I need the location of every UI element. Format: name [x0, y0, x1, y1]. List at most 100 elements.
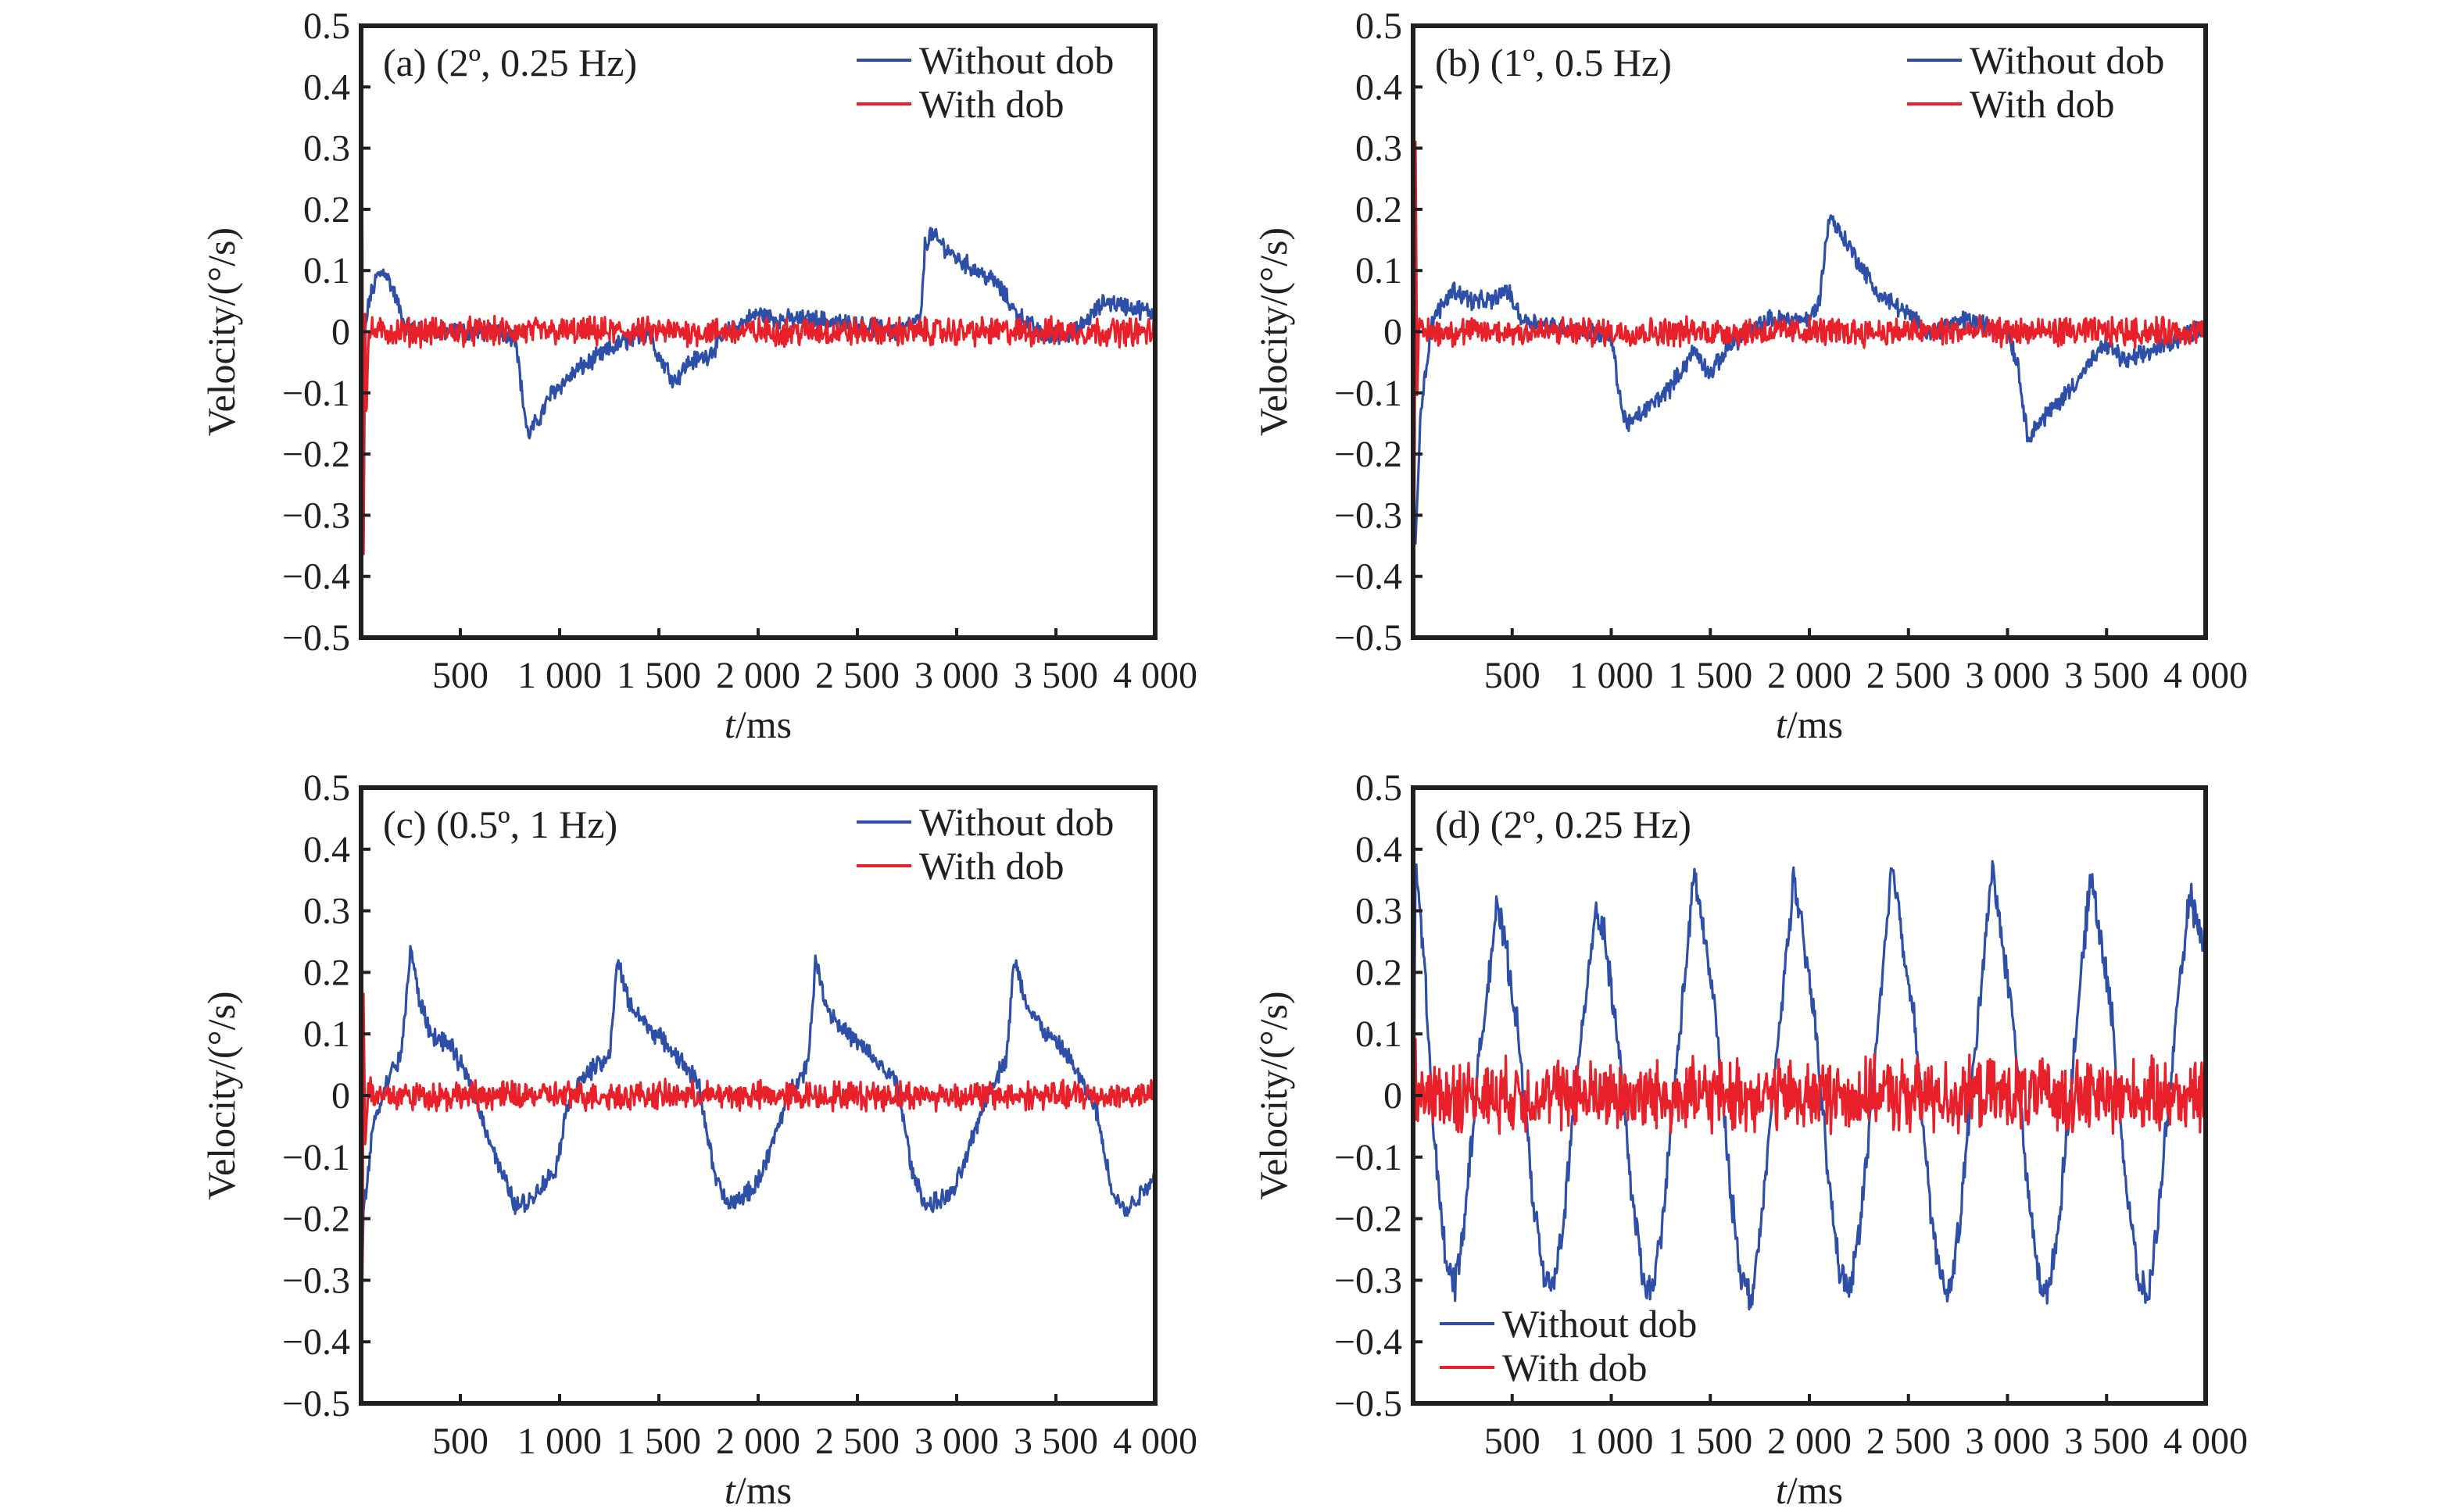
- series-line-with-dob: [361, 992, 1155, 1339]
- plot-area: [361, 945, 1155, 1379]
- x-tick-label: 1 500: [617, 1421, 701, 1462]
- y-tick-label: 0.1: [1355, 250, 1402, 291]
- legend-label: Without dob: [919, 38, 1114, 82]
- y-tick-label: −0.2: [282, 434, 350, 475]
- x-tick-label: 3 000: [914, 655, 999, 696]
- x-axis-title: t/ms: [1776, 702, 1843, 746]
- series-line-with-dob: [1413, 141, 2206, 578]
- series-line-without-dob: [361, 945, 1155, 1379]
- x-tick-label: 2 000: [1767, 655, 1852, 696]
- y-tick-label: −0.1: [1334, 373, 1402, 414]
- x-tick-label: 1 500: [617, 655, 701, 696]
- x-tick-label: 500: [432, 1421, 488, 1462]
- x-tick-label: 500: [1484, 655, 1541, 696]
- legend-label: With dob: [1970, 82, 2114, 126]
- y-tick-label: −0.2: [1334, 1199, 1402, 1240]
- panel-d: 0.5 0.4 0.3 0.2 0.1 0 −0.1 −0.2 −0.3 −0.4 −0.5 500 1…: [1251, 767, 2248, 1512]
- y-tick-label: 0.4: [1355, 66, 1402, 108]
- x-tick-label: 2 500: [815, 1421, 900, 1462]
- legend-label: With dob: [1502, 1346, 1647, 1389]
- x-tick-label: 1 000: [517, 1421, 602, 1462]
- y-axis-title: Velocity/(°/s): [199, 227, 243, 436]
- y-tick-label: 0.1: [1355, 1013, 1402, 1055]
- panel-b: 0.5 0.4 0.3 0.2 0.1 0 −0.1 −0.2 −0.3 −0.4 −0.5 500 1…: [1251, 5, 2248, 746]
- y-tick-label: −0.4: [282, 556, 350, 598]
- y-axis-title: Velocity/(°/s): [199, 991, 243, 1199]
- y-tick-label: 0.3: [303, 891, 350, 932]
- series-line-with-dob: [361, 86, 1155, 555]
- plot-area: [1413, 860, 2206, 1403]
- y-tick-label: −0.4: [282, 1321, 350, 1363]
- x-axis-title: t/ms: [1776, 1468, 1843, 1512]
- y-tick-label: 0.3: [303, 128, 350, 170]
- y-tick-label: −0.1: [1334, 1137, 1402, 1178]
- y-tick-label: −0.2: [282, 1199, 350, 1240]
- series-line-without-dob: [1413, 214, 2206, 545]
- y-tick-label: −0.4: [1334, 1321, 1402, 1363]
- y-tick-label: 0: [1383, 1075, 1402, 1117]
- x-tick-label: 500: [1484, 1421, 1541, 1462]
- y-tick-label: 0.4: [303, 829, 350, 870]
- x-tick-label: 4 000: [1113, 655, 1197, 696]
- x-tick-label: 3 000: [914, 1421, 999, 1462]
- panel-label: (c) (0.5º, 1 Hz): [383, 802, 617, 846]
- y-tick-label: 0.2: [303, 189, 350, 231]
- y-tick-label: 0.4: [303, 66, 350, 108]
- y-tick-label: 0.5: [303, 767, 350, 809]
- series-line-with-dob: [1413, 1032, 2206, 1216]
- x-tick-label: 4 000: [2163, 1421, 2248, 1462]
- y-tick-label: −0.5: [282, 1383, 350, 1424]
- panel-a: 0.5 0.4 0.3 0.2 0.1 0 −0.1 −0.2 −0.3 −0.4 −0.5 500 1…: [199, 5, 1197, 746]
- y-tick-label: 0.1: [303, 1013, 350, 1055]
- x-tick-label: 1 500: [1668, 655, 1752, 696]
- panel-c: 0.5 0.4 0.3 0.2 0.1 0 −0.1 −0.2 −0.3 −0.4 −0.5 500 1…: [199, 767, 1197, 1512]
- y-tick-label: 0.4: [1355, 829, 1402, 870]
- y-tick-label: 0.2: [1355, 189, 1402, 231]
- panel-label: (b) (1º, 0.5 Hz): [1435, 41, 1672, 84]
- y-tick-label: 0.2: [1355, 952, 1402, 993]
- y-tick-label: 0.1: [303, 250, 350, 291]
- x-tick-label: 3 500: [2064, 1421, 2149, 1462]
- y-axis-title: Velocity/(°/s): [1251, 991, 1295, 1199]
- y-tick-label: −0.5: [282, 617, 350, 659]
- y-tick-label: −0.3: [1334, 1260, 1402, 1301]
- y-tick-label: −0.5: [1334, 1383, 1402, 1424]
- plot-area: [361, 86, 1155, 556]
- panel-label: (a) (2º, 0.25 Hz): [383, 41, 637, 84]
- y-tick-label: 0: [331, 312, 350, 353]
- legend-label: Without dob: [919, 800, 1114, 844]
- x-axis-title: t/ms: [725, 702, 792, 746]
- x-tick-label: 500: [432, 655, 488, 696]
- x-tick-label: 3 000: [1966, 1421, 2050, 1462]
- x-tick-label: 4 000: [2163, 655, 2248, 696]
- x-tick-label: 3 500: [1014, 1421, 1098, 1462]
- legend-label: Without dob: [1502, 1302, 1697, 1346]
- legend-label: With dob: [919, 82, 1064, 126]
- y-tick-label: −0.3: [282, 1260, 350, 1301]
- plot-area: [1413, 141, 2206, 578]
- x-tick-label: 2 500: [1866, 655, 1951, 696]
- x-tick-label: 2 500: [1866, 1421, 1951, 1462]
- x-axis-title: t/ms: [725, 1468, 792, 1512]
- x-tick-label: 1 500: [1668, 1421, 1752, 1462]
- series-line-without-dob: [1413, 860, 2206, 1403]
- x-tick-label: 2 000: [1767, 1421, 1852, 1462]
- y-tick-label: −0.3: [1334, 495, 1402, 536]
- x-tick-label: 4 000: [1113, 1421, 1197, 1462]
- panel-label: (d) (2º, 0.25 Hz): [1435, 802, 1691, 846]
- y-tick-label: 0.5: [1355, 5, 1402, 47]
- y-tick-label: −0.2: [1334, 434, 1402, 475]
- y-tick-label: 0: [331, 1075, 350, 1117]
- y-tick-label: −0.1: [282, 373, 350, 414]
- y-tick-label: −0.5: [1334, 617, 1402, 659]
- x-tick-label: 2 500: [815, 655, 900, 696]
- y-tick-label: −0.4: [1334, 556, 1402, 598]
- x-tick-label: 3 500: [1014, 655, 1098, 696]
- legend-label: Without dob: [1970, 38, 2164, 82]
- x-tick-label: 3 000: [1966, 655, 2050, 696]
